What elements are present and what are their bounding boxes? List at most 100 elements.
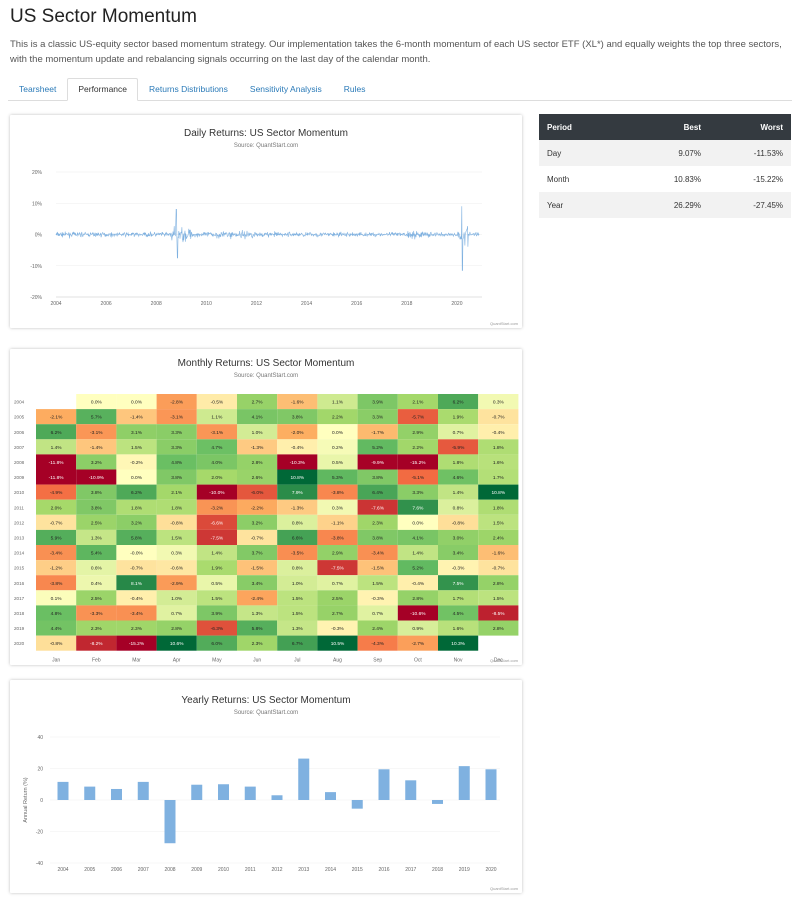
heatmap-cell bbox=[357, 545, 398, 561]
heatmap-cell-label: -3.1% bbox=[170, 415, 183, 421]
heatmap-cell-label: -0.8% bbox=[170, 520, 183, 526]
heatmap-cell-label: 0.2% bbox=[332, 445, 344, 451]
heatmap-cell bbox=[116, 424, 157, 440]
heatmap-cell-label: -3.3% bbox=[90, 611, 103, 617]
heatmap-month-label: Jan bbox=[52, 658, 60, 664]
heatmap-cell bbox=[397, 560, 438, 576]
heatmap-cell bbox=[438, 575, 479, 591]
heatmap-cell-label: 3.1% bbox=[131, 430, 143, 436]
yearly-x-tick-label: 2014 bbox=[325, 867, 336, 873]
yearly-x-tick-label: 2019 bbox=[459, 867, 470, 873]
heatmap-year-label: 2010 bbox=[14, 490, 25, 495]
heatmap-cell-label: 5.8% bbox=[252, 626, 264, 632]
heatmap-cell-label: 7.9% bbox=[292, 490, 304, 496]
heatmap-cell bbox=[478, 484, 519, 500]
heatmap-cell bbox=[196, 499, 237, 515]
heatmap-cell-label: 0.1% bbox=[51, 596, 63, 602]
heatmap-cell-label: -1.7% bbox=[371, 430, 384, 436]
tab-returns-distributions[interactable]: Returns Distributions bbox=[149, 84, 228, 94]
heatmap-cell bbox=[156, 514, 197, 530]
heatmap-cell bbox=[156, 484, 197, 500]
heatmap-month-label: Dec bbox=[494, 658, 503, 664]
heatmap-cell-label: 6.4% bbox=[372, 490, 384, 496]
heatmap-cell bbox=[76, 484, 117, 500]
heatmap-cell-label: 0.7% bbox=[171, 611, 183, 617]
heatmap-cell-label: 1.1% bbox=[211, 415, 223, 421]
heatmap-cell bbox=[438, 620, 479, 636]
heatmap-cell-label: -2.4% bbox=[251, 596, 264, 602]
heatmap-cell-label: -0.3% bbox=[331, 626, 344, 632]
heatmap-cell bbox=[478, 469, 519, 485]
heatmap-cell bbox=[36, 590, 77, 606]
heatmap-cell bbox=[116, 575, 157, 591]
heatmap-cell-label: 0.0% bbox=[332, 430, 344, 436]
heatmap-cell-label: -2.1% bbox=[50, 415, 63, 421]
yearly-x-tick-label: 2007 bbox=[138, 867, 149, 873]
yearly-bar bbox=[164, 800, 176, 844]
heatmap-cell-label: 0.5% bbox=[332, 460, 344, 466]
tab-sensitivity-analysis[interactable]: Sensitivity Analysis bbox=[249, 84, 322, 94]
yearly-bar bbox=[271, 795, 283, 800]
yearly-bar bbox=[351, 800, 363, 809]
heatmap-cell bbox=[317, 454, 358, 470]
heatmap-cell-label: 1.0% bbox=[292, 581, 304, 587]
heatmap-cell bbox=[116, 469, 157, 485]
heatmap-cell-label: 2.8% bbox=[171, 626, 183, 632]
heatmap-cell-label: -15.2% bbox=[410, 460, 426, 466]
daily-x-tick-label: 2006 bbox=[101, 301, 112, 307]
heatmap-cell bbox=[357, 409, 398, 425]
heatmap-cell-label: 2.8% bbox=[252, 460, 264, 466]
heatmap-cell-label: 3.8% bbox=[91, 505, 103, 511]
heatmap-cell bbox=[277, 454, 318, 470]
heatmap-cell-label: 0.7% bbox=[453, 430, 465, 436]
heatmap-cell-label: 2.3% bbox=[372, 520, 384, 526]
tab-tearsheet[interactable]: Tearsheet bbox=[19, 84, 57, 94]
worst-cell: -15.22% bbox=[753, 174, 783, 184]
heatmap-cell bbox=[397, 439, 438, 455]
heatmap-cell bbox=[116, 514, 157, 530]
heatmap-cell bbox=[76, 529, 117, 545]
heatmap-cell-label: 6.6% bbox=[292, 535, 304, 541]
heatmap-cell-label: 2.2% bbox=[332, 415, 344, 421]
heatmap-cell bbox=[116, 484, 157, 500]
heatmap-cell-label: 4.8% bbox=[171, 460, 183, 466]
heatmap-cell bbox=[438, 409, 479, 425]
heatmap-cell bbox=[156, 424, 197, 440]
heatmap-cell bbox=[438, 439, 479, 455]
heatmap-cell-label: 6.7% bbox=[292, 641, 304, 647]
heatmap-cell-label: 2.2% bbox=[412, 445, 424, 451]
heatmap-cell-label: -1.4% bbox=[90, 445, 103, 451]
heatmap-cell bbox=[397, 469, 438, 485]
tab-performance[interactable]: Performance bbox=[67, 78, 139, 101]
heatmap-cell bbox=[76, 590, 117, 606]
header-period: Period bbox=[539, 114, 619, 140]
heatmap-cell-label: -7.5% bbox=[211, 535, 224, 541]
yearly-returns-chart: 40 20 0 -20 -40 Annual Return (%) 2004 2005 2006… bbox=[23, 735, 500, 873]
heatmap-year-label: 2016 bbox=[14, 581, 25, 586]
period-best-worst-table: Period Best Worst Day 9.07% -11.53% Mont… bbox=[539, 114, 791, 218]
heatmap-cell-label: -5.9% bbox=[452, 445, 465, 451]
yearly-x-tick-label: 2005 bbox=[84, 867, 95, 873]
heatmap-cell-label: -5.1% bbox=[412, 475, 425, 481]
header-best: Best bbox=[619, 114, 709, 140]
daily-x-tick-label: 2012 bbox=[251, 301, 262, 307]
yearly-returns-panel: Yearly Returns: US Sector Momentum Sourc… bbox=[10, 680, 522, 893]
heatmap-cell-label: -3.4% bbox=[371, 551, 384, 557]
yearly-y-tick-label: 20 bbox=[37, 767, 43, 773]
heatmap-cell-label: 2.3% bbox=[252, 641, 264, 647]
heatmap-cell-label: -1.4% bbox=[130, 415, 143, 421]
heatmap-month-label: Jun bbox=[253, 658, 261, 664]
heatmap-cell-label: 7.6% bbox=[412, 505, 424, 511]
tab-rules[interactable]: Rules bbox=[343, 84, 366, 94]
heatmap-cell bbox=[36, 454, 77, 470]
heatmap-cell-label: -11.8% bbox=[49, 475, 65, 481]
heatmap-cell-label: 0.3% bbox=[171, 551, 183, 557]
heatmap-cell bbox=[237, 560, 278, 576]
heatmap-cell bbox=[397, 620, 438, 636]
heatmap-cell bbox=[76, 454, 117, 470]
heatmap-month-label: Apr bbox=[173, 658, 181, 664]
heatmap-cell-label: -3.8% bbox=[331, 490, 344, 496]
heatmap-cell-label: 5.4% bbox=[91, 551, 103, 557]
heatmap-cell bbox=[317, 575, 358, 591]
heatmap-cell-label: -9.9% bbox=[371, 460, 384, 466]
